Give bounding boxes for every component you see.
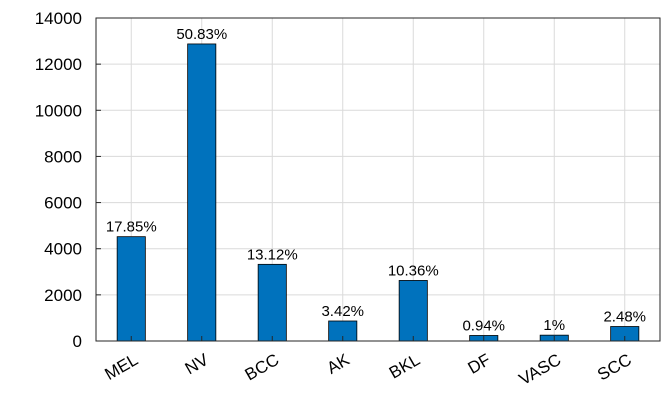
x-tick-label: SCC bbox=[594, 350, 635, 384]
y-tick-label: 6000 bbox=[44, 194, 82, 213]
y-tick-label: 10000 bbox=[35, 101, 82, 120]
x-tick-label: VASC bbox=[516, 350, 565, 389]
data-label: 50.83% bbox=[176, 26, 227, 43]
y-tick-label: 14000 bbox=[35, 9, 82, 28]
data-label: 10.36% bbox=[388, 262, 439, 279]
x-tick-label: NV bbox=[182, 350, 213, 379]
data-label: 1% bbox=[543, 317, 565, 334]
y-tick-label: 4000 bbox=[44, 240, 82, 259]
bars bbox=[116, 43, 640, 342]
bar-mel bbox=[116, 236, 146, 342]
y-tick-labels: 0 2000 4000 6000 8000 10000 12000 14000 bbox=[35, 9, 82, 351]
x-tick-labels: MEL NV BCC AK BKL DF VASC SCC bbox=[101, 350, 634, 389]
grid bbox=[96, 17, 660, 341]
x-tick-label: AK bbox=[324, 350, 354, 378]
data-label: 3.42% bbox=[321, 303, 364, 320]
y-tick-label: 8000 bbox=[44, 147, 82, 166]
data-label: 0.94% bbox=[462, 317, 505, 334]
bar-bcc bbox=[257, 263, 287, 342]
y-tick-label: 2000 bbox=[44, 286, 82, 305]
axes bbox=[95, 17, 661, 342]
x-tick-label: BKL bbox=[386, 350, 423, 383]
data-label: 2.48% bbox=[603, 309, 646, 326]
bar-nv bbox=[187, 43, 217, 342]
data-label: 13.12% bbox=[247, 246, 298, 263]
x-tick-label: MEL bbox=[101, 350, 141, 384]
bar-bkl bbox=[398, 280, 428, 342]
plot-frame bbox=[95, 17, 661, 342]
x-tick-label: DF bbox=[465, 350, 494, 378]
y-tick-label: 12000 bbox=[35, 55, 82, 74]
data-labels: 17.85% 50.83% 13.12% 3.42% 10.36% 0.94% 1% 2.48… bbox=[106, 26, 646, 335]
data-label: 17.85% bbox=[106, 219, 157, 236]
y-tick-label: 0 bbox=[73, 332, 82, 351]
x-tick-label: BCC bbox=[242, 350, 283, 384]
